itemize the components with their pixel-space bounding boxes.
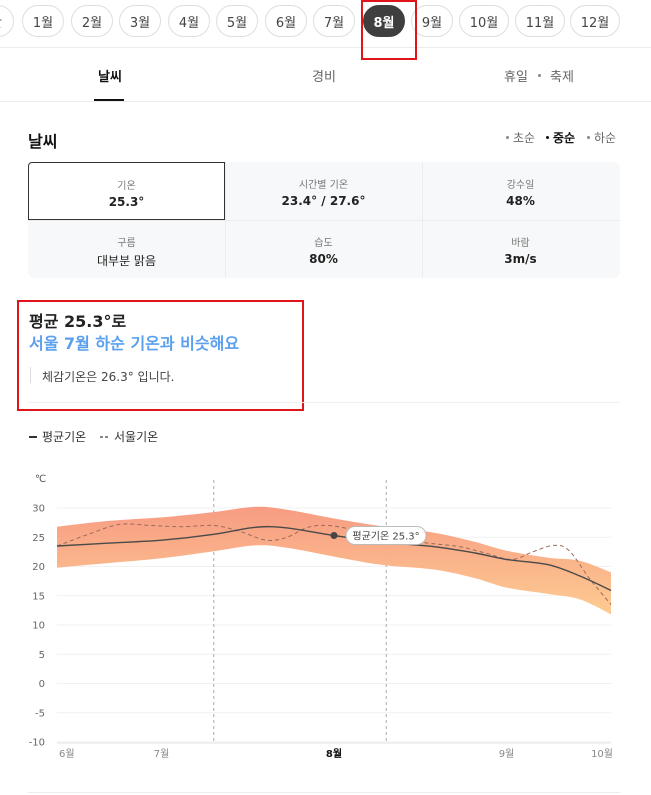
y-tick-label: 20 — [32, 562, 45, 573]
x-tick-label: 10월 — [591, 748, 613, 760]
period-mid-label: 중순 — [553, 131, 576, 145]
tab-bar: 날씨 경비 휴일 축제 — [0, 50, 651, 102]
stat-label: 시간별 기온 — [298, 180, 349, 191]
month-chip-9[interactable]: 9월 — [411, 5, 453, 37]
y-tick-label: -5 — [35, 708, 45, 719]
month-chip-prev-partial[interactable]: 간 — [0, 5, 14, 37]
y-tick-label: 15 — [32, 591, 45, 602]
active-tab-underline — [94, 99, 124, 101]
summary-feels-like: 체감기온은 26.3° 입니다. — [42, 370, 175, 384]
legend-seoul: 서울기온 — [100, 428, 158, 445]
month-chip-12[interactable]: 12월 — [570, 5, 620, 37]
month-chip-2[interactable]: 2월 — [71, 5, 113, 37]
temperature-chart: ℃ 30 25 20 15 10 5 0 -5 -10 평균기온 25.3° 6월 7월 8월 9월 10월 — [29, 474, 613, 760]
stat-label: 구름 — [117, 238, 136, 249]
y-unit-label: ℃ — [35, 474, 46, 485]
period-late[interactable]: 하순 — [587, 129, 616, 146]
stat-temperature[interactable]: 기온 25.3° — [28, 162, 225, 220]
period-late-label: 하순 — [594, 131, 617, 145]
month-chip-4[interactable]: 4월 — [168, 5, 210, 37]
marker-tooltip-label: 평균기온 25.3° — [352, 530, 419, 542]
tab-weather[interactable]: 날씨 — [98, 70, 122, 85]
period-early-label: 초순 — [513, 131, 536, 145]
stat-value: 48% — [506, 194, 535, 208]
summary-highlight — [17, 300, 304, 411]
x-tick-label: 6월 — [59, 748, 75, 760]
stat-value: 23.4° / 27.6° — [281, 194, 366, 208]
month-selector: 간 1월 2월 3월 4월 5월 6월 7월 8월 9월 10월 11월 12월 — [0, 0, 651, 48]
legend-average-label: 평균기온 — [42, 430, 87, 444]
stat-rain-days[interactable]: 강수일 48% — [422, 162, 619, 220]
month-chip-1[interactable]: 1월 — [22, 5, 64, 37]
seoul-temperature-line — [56, 523, 612, 605]
summary-quote-bar — [30, 367, 31, 383]
legend-dashed-swatch — [100, 435, 109, 438]
y-tick-label: -10 — [29, 738, 45, 749]
stat-label: 바람 — [511, 238, 530, 249]
tab-expenses[interactable]: 경비 — [312, 70, 336, 85]
grid-divider — [28, 220, 620, 221]
legend-seoul-label: 서울기온 — [114, 430, 159, 444]
stat-label: 기온 — [117, 181, 136, 192]
marker-tooltip-bubble — [345, 525, 427, 545]
period-dot — [506, 136, 509, 139]
section-bottom-line — [28, 792, 620, 793]
month-chip-6[interactable]: 6월 — [265, 5, 307, 37]
month-chip-7[interactable]: 7월 — [313, 5, 355, 37]
x-tick-label: 7월 — [154, 748, 170, 760]
summary-average: 평균 25.3°로 — [29, 312, 127, 331]
temperature-range-band — [57, 506, 611, 615]
stat-value: 25.3° — [108, 195, 145, 209]
month-chip-8-selected[interactable]: 8월 — [363, 5, 405, 37]
stat-label: 습도 — [314, 238, 333, 249]
period-mid[interactable]: 중순 — [546, 129, 575, 146]
y-tick-label: 10 — [32, 621, 45, 632]
stat-value: 3m/s — [504, 252, 537, 266]
stat-hourly-temperature[interactable]: 시간별 기온 23.4° / 27.6° — [225, 162, 422, 220]
y-tick-label: 30 — [32, 504, 45, 515]
y-tick-label: 5 — [39, 650, 45, 661]
month-chip-5[interactable]: 5월 — [216, 5, 258, 37]
stat-value: 대부분 맑음 — [96, 254, 156, 268]
month-chip-3[interactable]: 3월 — [119, 5, 161, 37]
stat-wind[interactable]: 바람 3m/s — [422, 220, 619, 278]
section-title: 날씨 — [28, 132, 58, 151]
y-tick-label: 0 — [39, 679, 45, 690]
y-tick-label: 25 — [32, 533, 45, 544]
stat-clouds[interactable]: 구름 대부분 맑음 — [28, 220, 225, 278]
average-marker-point — [330, 531, 338, 539]
period-dot — [587, 136, 590, 139]
tab-separator-dot — [538, 74, 541, 77]
month-chip-10[interactable]: 10월 — [459, 5, 509, 37]
stat-humidity[interactable]: 습도 80% — [225, 220, 422, 278]
month-chip-11[interactable]: 11월 — [515, 5, 565, 37]
x-tick-label: 9월 — [499, 748, 515, 760]
stat-label: 강수일 — [506, 180, 535, 191]
section-divider — [28, 402, 620, 403]
x-tick-label: 8월 — [326, 748, 342, 760]
stat-value: 80% — [309, 252, 338, 266]
weather-stats-grid: 기온 25.3° 시간별 기온 23.4° / 27.6° 강수일 48% 구름… — [28, 162, 620, 278]
legend-average: 평균기온 — [29, 428, 86, 445]
tab-festivals[interactable]: 축제 — [550, 70, 574, 85]
legend-solid-swatch — [29, 435, 37, 438]
period-dot — [546, 136, 549, 139]
selected-month-highlight — [361, 0, 417, 60]
summary-comparison: 서울 7월 하순 기온과 비슷해요 — [29, 334, 240, 353]
period-early[interactable]: 초순 — [506, 129, 535, 146]
tab-holidays[interactable]: 휴일 — [504, 70, 528, 85]
